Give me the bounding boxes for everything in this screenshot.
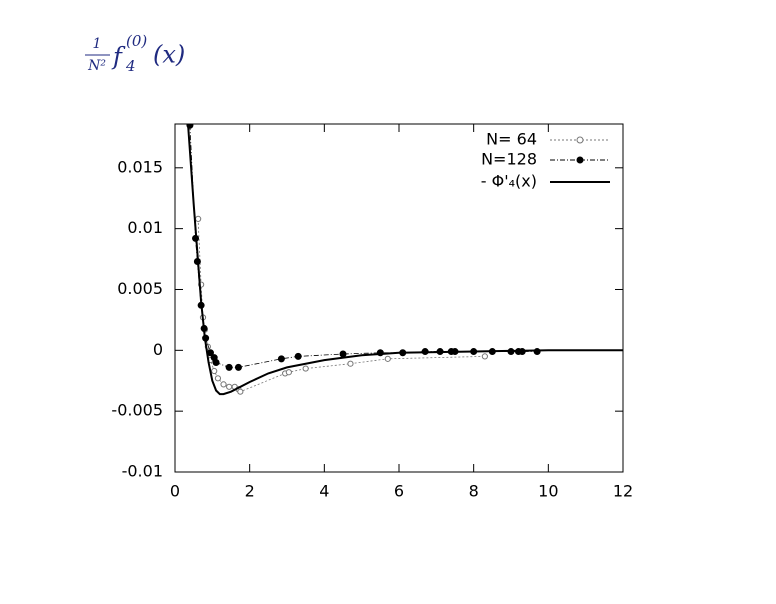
x-tick-label: 4 [319, 482, 329, 501]
point [214, 375, 222, 382]
y-tick-label: -0.005 [111, 401, 163, 420]
x-tick-label: 6 [394, 482, 404, 501]
y-tick-label: 0.015 [117, 157, 163, 176]
point [339, 350, 347, 358]
title-subscript: 4 [125, 57, 136, 75]
point [220, 381, 227, 388]
legend-label: N=128 [481, 150, 537, 169]
point [285, 369, 292, 376]
point [347, 360, 354, 367]
title-numerator: 1 [93, 36, 102, 52]
title-function: f [111, 43, 126, 71]
y-tick-label: 0.01 [127, 218, 163, 237]
x-tick-label: 0 [170, 482, 180, 501]
title-superscript: (0) [126, 32, 147, 50]
curve [187, 125, 623, 396]
point [533, 348, 541, 356]
point [234, 363, 242, 371]
x-tick-label: 12 [613, 482, 633, 501]
point [302, 365, 309, 372]
point [226, 383, 233, 390]
legend: N= 64N=128 - Φ'₄(x) [481, 130, 610, 191]
y-tick-label: 0.005 [117, 279, 163, 298]
point [195, 215, 202, 223]
x-tick-label: 8 [469, 482, 479, 501]
plot-frame [174, 123, 624, 473]
x-tick-label: 2 [245, 482, 255, 501]
legend-label: - Φ'₄(x) [481, 172, 537, 191]
point [294, 352, 302, 360]
axes: 0.015 0.01 0.005 0 -0.005 -0.01 0 2 4 6 8 10 12 [111, 124, 633, 501]
title-argument: (x) [153, 41, 185, 69]
title-denominator: N² [87, 58, 106, 74]
point [225, 363, 233, 371]
x-tick-label: 10 [538, 482, 558, 501]
y-tick-label: -0.01 [122, 462, 163, 481]
plot-area [186, 124, 623, 396]
title: 1 N² f (0) 4 (x) [85, 32, 185, 75]
point [237, 388, 244, 395]
point [277, 355, 285, 363]
point [211, 367, 218, 375]
point [481, 353, 488, 360]
y-tick-label: 0 [153, 340, 163, 359]
legend-label: N= 64 [486, 130, 537, 149]
legend-marker [576, 136, 584, 144]
point [212, 358, 220, 366]
point [384, 355, 391, 362]
legend-marker [576, 156, 584, 164]
